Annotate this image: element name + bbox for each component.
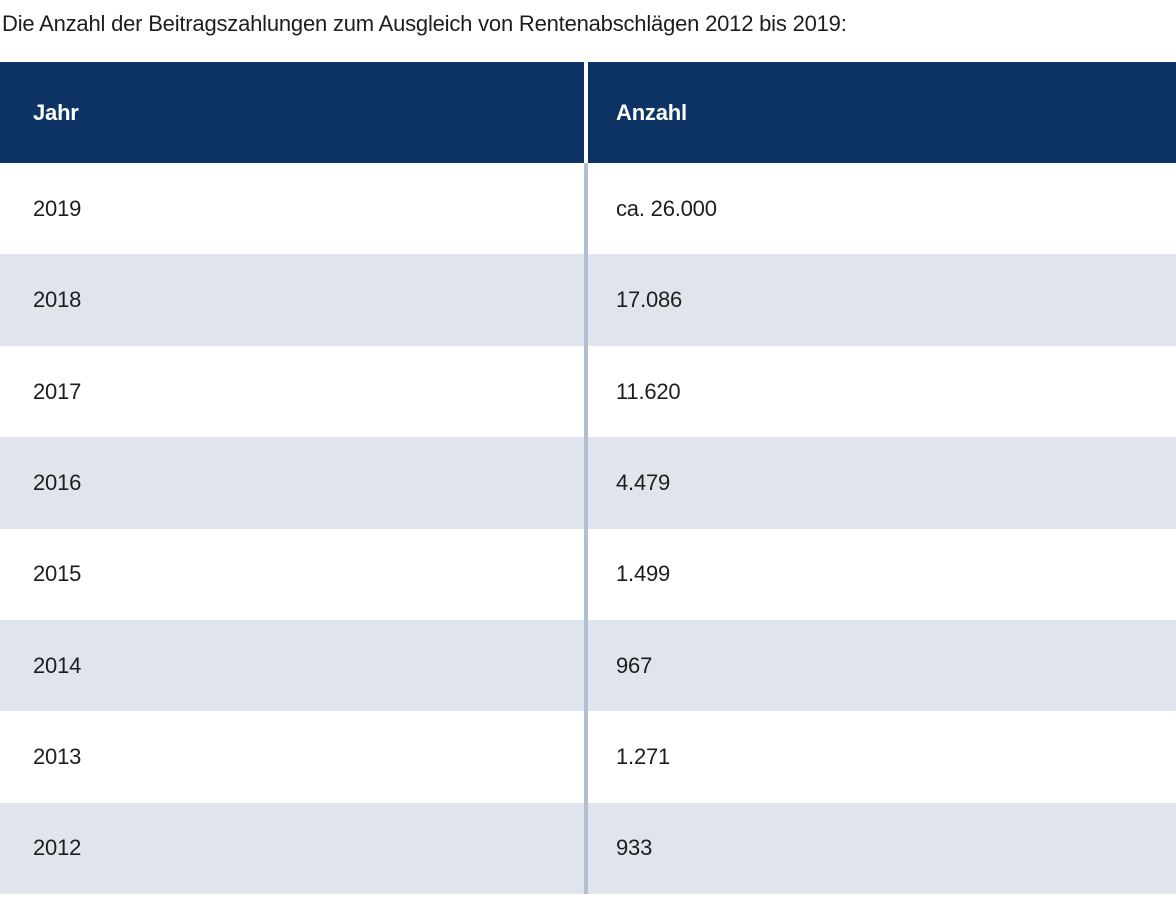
table-row: 2013 1.271 <box>0 711 1176 803</box>
count-cell: 17.086 <box>616 287 683 313</box>
table-row: 2012 933 <box>0 802 1176 895</box>
column-divider <box>584 163 588 255</box>
payments-table: Jahr Anzahl 2019 ca. 26.000 2018 17.086 … <box>0 62 1176 895</box>
table-row: 2019 ca. 26.000 <box>0 163 1176 255</box>
count-cell: 11.620 <box>616 378 681 404</box>
table-row: 2014 967 <box>0 619 1176 712</box>
column-divider <box>584 254 588 346</box>
table-row: 2016 4.479 <box>0 437 1176 529</box>
table-header-row: Jahr Anzahl <box>0 62 1176 164</box>
table-body: 2019 ca. 26.000 2018 17.086 2017 11.620 … <box>0 163 1176 895</box>
year-cell: 2013 <box>33 744 82 770</box>
column-divider <box>584 528 588 620</box>
table-row: 2015 1.499 <box>0 528 1176 620</box>
count-cell: 967 <box>616 652 653 678</box>
column-divider <box>584 437 588 529</box>
year-cell: 2012 <box>33 835 82 861</box>
column-divider <box>584 802 588 895</box>
column-header-anzahl: Anzahl <box>616 99 687 125</box>
table-row: 2017 11.620 <box>0 345 1176 438</box>
table-row: 2018 17.086 <box>0 254 1176 346</box>
count-cell: 1.499 <box>616 561 671 587</box>
column-header-jahr: Jahr <box>33 99 79 125</box>
column-divider <box>584 711 588 803</box>
count-cell: ca. 26.000 <box>616 195 717 221</box>
year-cell: 2018 <box>33 287 82 313</box>
year-cell: 2014 <box>33 652 82 678</box>
count-cell: 1.271 <box>616 744 671 770</box>
page-title: Die Anzahl der Beitragszahlungen zum Aus… <box>2 11 847 36</box>
year-cell: 2019 <box>33 195 82 221</box>
year-cell: 2015 <box>33 561 82 587</box>
column-divider <box>584 619 588 712</box>
count-cell: 933 <box>616 835 653 861</box>
column-divider <box>584 345 588 438</box>
count-cell: 4.479 <box>616 469 671 495</box>
column-divider <box>584 62 588 164</box>
year-cell: 2017 <box>33 378 82 404</box>
year-cell: 2016 <box>33 469 82 495</box>
